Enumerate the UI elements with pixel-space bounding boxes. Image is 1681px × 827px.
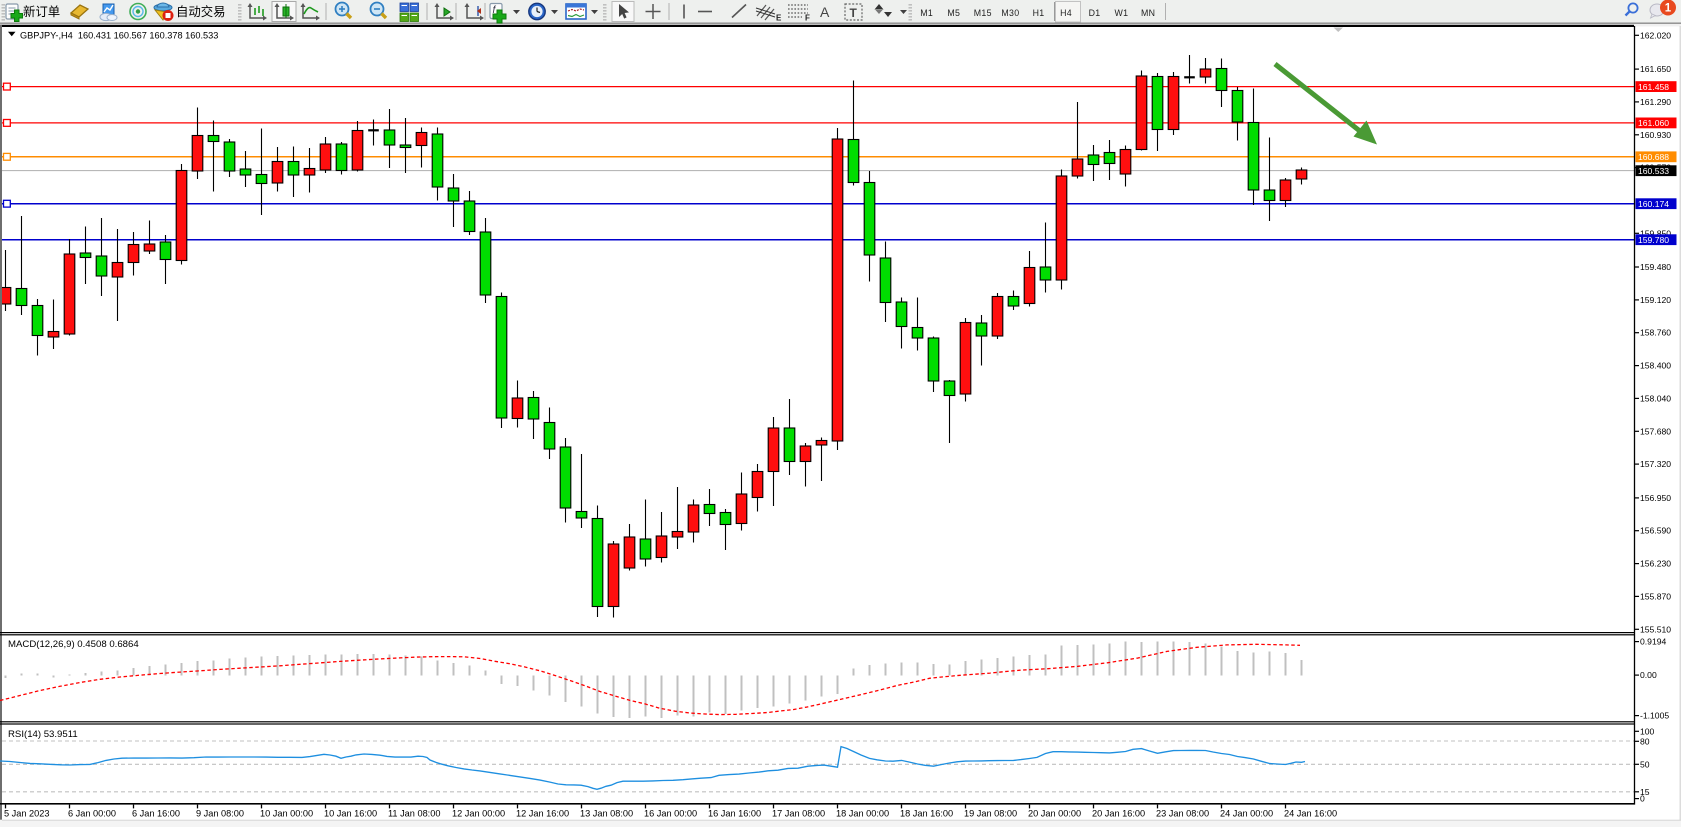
svg-text:156.590: 156.590 [1640,526,1671,536]
svg-text:24 Jan 16:00: 24 Jan 16:00 [1284,808,1337,818]
svg-text:162.020: 162.020 [1640,30,1671,40]
svg-text:156.950: 156.950 [1640,493,1671,503]
svg-text:157.680: 157.680 [1640,426,1671,436]
svg-text:158.760: 158.760 [1640,328,1671,338]
svg-text:17 Jan 08:00: 17 Jan 08:00 [772,808,825,818]
svg-text:1: 1 [1665,3,1672,15]
svg-text:50: 50 [1640,759,1650,769]
svg-text:GBPJPY-,H4 160.431 160.567 16: GBPJPY-,H4 160.431 160.567 160.378 160.5… [20,31,218,41]
svg-text:M15: M15 [974,8,992,18]
svg-text:6 Jan 00:00: 6 Jan 00:00 [68,808,116,818]
svg-text:159.850: 159.850 [1640,228,1671,238]
svg-text:T: T [850,6,858,20]
svg-text:161.458: 161.458 [1638,82,1669,92]
svg-text:F: F [805,14,810,23]
svg-text:新订单: 新订单 [23,4,60,19]
svg-text:0.9194: 0.9194 [1640,637,1667,647]
svg-text:20 Jan 16:00: 20 Jan 16:00 [1092,808,1145,818]
svg-text:100: 100 [1640,726,1655,736]
svg-text:24 Jan 00:00: 24 Jan 00:00 [1220,808,1273,818]
svg-text:160.533: 160.533 [1638,166,1669,176]
svg-text:156.230: 156.230 [1640,559,1671,569]
svg-text:M1: M1 [920,8,933,18]
svg-text:自动交易: 自动交易 [176,4,226,19]
svg-text:A: A [820,4,830,20]
svg-text:10 Jan 16:00: 10 Jan 16:00 [324,808,377,818]
svg-text:M5: M5 [947,8,960,18]
svg-text:H4: H4 [1060,8,1072,18]
svg-text:18 Jan 00:00: 18 Jan 00:00 [836,808,889,818]
svg-text:161.060: 161.060 [1638,118,1669,128]
svg-text:6 Jan 16:00: 6 Jan 16:00 [132,808,180,818]
svg-text:157.320: 157.320 [1640,459,1671,469]
svg-text:12 Jan 16:00: 12 Jan 16:00 [516,808,569,818]
svg-text:RSI(14) 53.9511: RSI(14) 53.9511 [8,729,78,740]
svg-text:161.290: 161.290 [1640,97,1671,107]
svg-text:19 Jan 08:00: 19 Jan 08:00 [964,808,1017,818]
svg-text:155.510: 155.510 [1640,624,1671,634]
svg-text:160.688: 160.688 [1638,152,1669,162]
svg-text:159.480: 159.480 [1640,262,1671,272]
svg-text:20 Jan 00:00: 20 Jan 00:00 [1028,808,1081,818]
svg-text:159.780: 159.780 [1638,235,1669,245]
svg-text:f: f [493,5,497,16]
svg-text:23 Jan 08:00: 23 Jan 08:00 [1156,808,1209,818]
svg-text:15: 15 [1640,787,1650,797]
svg-text:11 Jan 08:00: 11 Jan 08:00 [388,808,440,818]
svg-text:W1: W1 [1115,8,1129,18]
svg-text:-1.1005: -1.1005 [1640,711,1669,721]
svg-text:H1: H1 [1033,8,1045,18]
svg-text:158.400: 158.400 [1640,361,1671,371]
svg-text:M30: M30 [1001,8,1019,18]
svg-text:D1: D1 [1089,8,1101,18]
svg-text:12 Jan 00:00: 12 Jan 00:00 [452,808,505,818]
svg-text:160.930: 160.930 [1640,130,1671,140]
svg-text:0: 0 [1640,794,1645,804]
svg-text:MN: MN [1141,8,1155,18]
svg-text:161.650: 161.650 [1640,64,1671,74]
svg-text:16 Jan 16:00: 16 Jan 16:00 [708,808,761,818]
svg-text:80: 80 [1640,736,1650,746]
svg-text:10 Jan 00:00: 10 Jan 00:00 [260,808,313,818]
svg-text:0.00: 0.00 [1640,670,1657,680]
svg-text:18 Jan 16:00: 18 Jan 16:00 [900,808,953,818]
svg-text:13 Jan 08:00: 13 Jan 08:00 [580,808,633,818]
svg-text:5 Jan 2023: 5 Jan 2023 [4,808,49,818]
svg-text:16 Jan 00:00: 16 Jan 00:00 [644,808,697,818]
svg-text:9 Jan 08:00: 9 Jan 08:00 [196,808,244,818]
svg-text:158.040: 158.040 [1640,393,1671,403]
svg-text:155.870: 155.870 [1640,591,1671,601]
svg-text:MACD(12,26,9) 0.4508 0.6864: MACD(12,26,9) 0.4508 0.6864 [8,639,139,650]
svg-text:159.120: 159.120 [1640,295,1671,305]
svg-text:E: E [776,14,782,23]
svg-text:160.174: 160.174 [1638,199,1669,209]
